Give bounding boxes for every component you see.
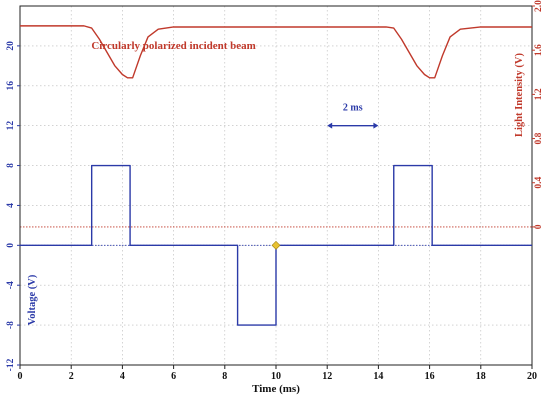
- x-tick-label: 14: [373, 371, 383, 382]
- beam-annotation: Circularly polarized incident beam: [91, 40, 255, 52]
- left-axis-ticks: -12 -8 -4 0 4 8 12 16 20: [6, 41, 20, 371]
- x-tick-label: 20: [527, 371, 537, 382]
- scale-bar-label: 2 ms: [343, 103, 363, 114]
- right-tick-label: 0: [534, 224, 544, 229]
- left-tick-label: 4: [6, 203, 16, 208]
- trigger-marker: [271, 240, 281, 250]
- right-tick-label: 2.0: [534, 0, 544, 12]
- x-tick-label: 12: [322, 371, 332, 382]
- right-axis-ticks: 0 0.4 0.8 1.2 1.6 2.0: [532, 0, 544, 229]
- right-axis-title: Light Intensity (V): [514, 52, 525, 137]
- light-intensity-series-line: [20, 25, 532, 79]
- scale-bar-arrow-right: [373, 122, 379, 129]
- voltage-series-line: [20, 164, 532, 326]
- left-tick-label: 16: [6, 81, 16, 91]
- x-tick-label: 8: [222, 371, 227, 382]
- left-tick-label: 8: [6, 163, 16, 168]
- left-tick-label: -4: [6, 281, 16, 289]
- x-tick-label: 18: [476, 371, 486, 382]
- x-tick-label: 0: [18, 371, 23, 382]
- x-axis-title: Time (ms): [252, 383, 300, 395]
- left-tick-label: 20: [6, 41, 16, 51]
- annotations: Circularly polarized incident beam 2 ms: [91, 40, 379, 250]
- x-tick-label: 6: [171, 371, 176, 382]
- left-tick-label: 12: [6, 121, 16, 131]
- right-tick-label: 1.2: [534, 88, 544, 100]
- x-tick-label: 16: [425, 371, 435, 382]
- right-tick-label: 1.6: [534, 44, 544, 56]
- right-tick-label: 0.8: [534, 132, 544, 144]
- series-group: [20, 25, 532, 326]
- x-tick-label: 2: [69, 371, 74, 382]
- x-axis-ticks: 0 2 4 6 8 10 12 14 16 18 20: [18, 365, 537, 382]
- left-tick-label: 0: [6, 243, 16, 248]
- x-tick-label: 10: [271, 371, 281, 382]
- left-tick-label: -8: [6, 321, 16, 329]
- x-tick-label: 4: [120, 371, 125, 382]
- scale-bar-arrow-left: [327, 122, 333, 129]
- right-tick-label: 0.4: [534, 177, 544, 189]
- left-axis-title: Voltage (V): [27, 274, 38, 325]
- left-tick-label: -12: [6, 358, 16, 371]
